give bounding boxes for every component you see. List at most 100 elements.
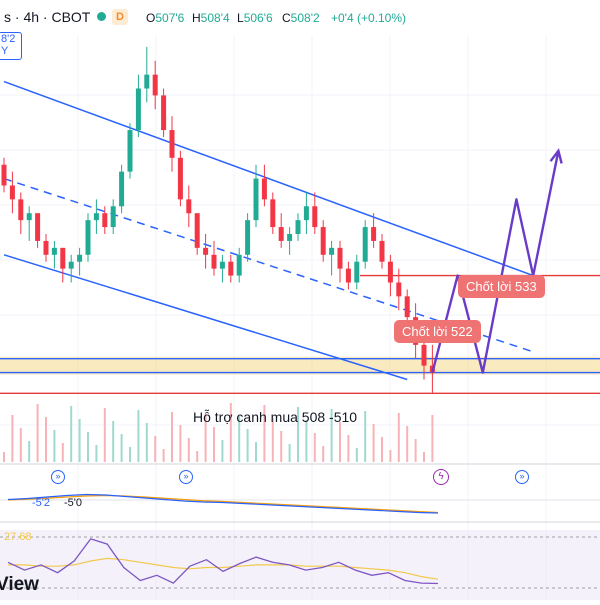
volume-bar [112, 421, 115, 462]
candle-body [77, 254, 83, 262]
candle-body [421, 344, 427, 366]
volume-bar [78, 419, 81, 462]
candle-body [270, 199, 276, 228]
macd-value-a: -5'2 [32, 497, 50, 509]
macd-line [7, 493, 439, 514]
support-label[interactable]: Hỗ trợ canh mua 508 -510 [193, 409, 358, 425]
candle-body [354, 261, 360, 283]
volume-bar [397, 413, 400, 462]
candle-body [303, 206, 309, 221]
volume-bar [204, 414, 207, 462]
market-status-dot-icon [97, 12, 106, 21]
ohlc-close: C508'2 [282, 11, 320, 25]
go-to-realtime-icon[interactable]: » [515, 470, 529, 484]
candle-body [119, 171, 125, 207]
price-flag-box[interactable]: 8'2 Y [0, 32, 22, 60]
rsi-value: 27.68 [4, 531, 32, 543]
candle-body [35, 213, 41, 241]
candle-body [60, 247, 66, 269]
ohlc-low: L506'6 [237, 11, 273, 25]
candle-body [404, 296, 410, 318]
volume-bar [162, 449, 165, 462]
volume-bar [381, 437, 383, 462]
volume-bar [179, 425, 182, 462]
candle-body [177, 157, 183, 200]
volume-bar [347, 435, 350, 462]
price-flag-value: 8'2 [1, 33, 16, 45]
take-profit-label-1[interactable]: Chốt lời 522 [394, 320, 481, 343]
volume-bar [406, 426, 409, 462]
candle-body [144, 74, 150, 89]
take-profit-label-2[interactable]: Chốt lời 533 [458, 275, 545, 298]
volume-bar [389, 450, 392, 462]
candle-body [127, 130, 133, 172]
candle-body [245, 220, 251, 255]
candle-body [51, 247, 57, 255]
candle-body [110, 206, 116, 228]
candle-body [135, 88, 141, 131]
volume-bar [120, 434, 123, 462]
rsi-line [7, 538, 439, 585]
volume-bar [70, 406, 73, 462]
volume-bar [213, 427, 215, 462]
volume-bar [423, 452, 425, 462]
volume-bar [53, 430, 56, 462]
volume-bar [305, 420, 308, 462]
candle-body [1, 164, 7, 186]
volume-bar [229, 403, 232, 462]
volume-bar [187, 438, 190, 462]
candle-body [9, 185, 15, 200]
candle-body [278, 227, 284, 241]
volume-bar [339, 422, 341, 462]
candle-body [152, 74, 158, 96]
symbol-title[interactable]: s · 4h · CBOT [4, 9, 91, 25]
volume-bar [322, 446, 325, 462]
scroll-arrow-icon[interactable]: » [51, 470, 65, 484]
candle-body [161, 95, 167, 131]
volume-bar [95, 445, 98, 462]
volume-bar [196, 451, 199, 462]
tradingview-watermark: View [0, 574, 39, 595]
candle-body [337, 247, 343, 269]
volume-bar [19, 428, 22, 462]
data-delay-badge: D [112, 9, 128, 25]
candle-body [329, 247, 335, 255]
volume-bar [171, 412, 173, 462]
candle-body [371, 227, 377, 241]
ohlc-change: +0'4 (+0.10%) [331, 11, 407, 25]
macd-value-b: -5'0 [64, 497, 82, 509]
volume-bar [364, 411, 367, 462]
candle-body [396, 282, 402, 297]
volume-bar [271, 418, 274, 462]
volume-bar [288, 444, 291, 462]
volume-bar [238, 416, 241, 462]
volume-bar [330, 409, 333, 462]
candle-body [236, 254, 242, 276]
volume-bar [280, 431, 283, 462]
candle-body [93, 213, 99, 221]
channel-line-upper [3, 80, 534, 277]
lightning-icon[interactable]: ϟ [433, 469, 449, 485]
volume-bar [36, 404, 39, 462]
candle-body [287, 234, 293, 241]
ohlc-open: O507'6 [146, 11, 185, 25]
volume-bar [246, 429, 249, 462]
scroll-arrow-icon-2[interactable]: » [179, 470, 193, 484]
volume-bar [11, 415, 14, 462]
volume-bar [297, 407, 299, 462]
candle-body [26, 213, 32, 221]
volume-bar [145, 423, 148, 462]
macd-signal-line [7, 494, 439, 514]
candle-body [362, 227, 368, 262]
volume-bar [255, 442, 257, 462]
candle-body [253, 178, 259, 221]
candle-body [320, 227, 326, 255]
candle-body [312, 206, 318, 228]
rsi-ma-line [8, 557, 439, 580]
candle-body [211, 254, 217, 269]
candle-body [295, 220, 301, 234]
projection-arrow-head [549, 148, 563, 164]
volume-bar [372, 424, 375, 462]
